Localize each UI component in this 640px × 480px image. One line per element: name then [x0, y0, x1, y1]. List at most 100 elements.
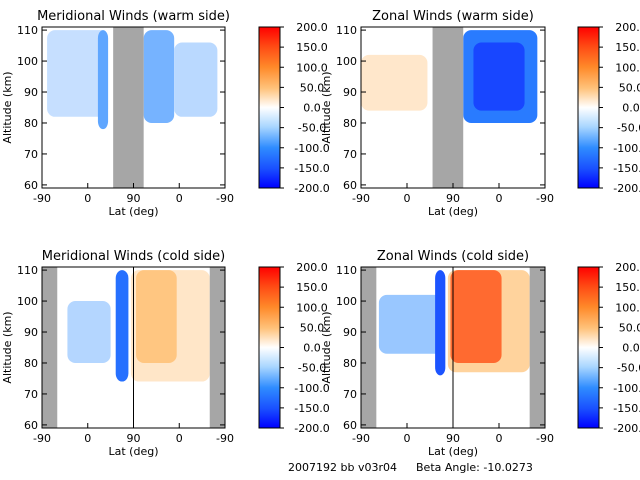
contour-region [361, 54, 428, 111]
x-tick-label: -90 [352, 192, 370, 205]
colorbar-tick-label: 150.0 [615, 281, 640, 294]
plot-title: Meridional Winds (cold side) [42, 249, 225, 264]
y-tick-label: 90 [343, 326, 357, 339]
y-tick-label: 60 [24, 419, 38, 432]
x-tick-label: 0 [404, 432, 411, 445]
colorbar-tick-label: 50.0 [300, 81, 325, 94]
y-tick-label: 90 [343, 86, 357, 99]
panel-2: Zonal Winds (warm side) 60 70 80 90 100 110 -90… [320, 9, 640, 218]
y-tick-label: 110 [17, 24, 38, 37]
colorbar-tick-label: -50.0 [617, 122, 640, 135]
colorbar-tick-label: -100.0 [613, 382, 640, 395]
colorbar-tick-label: 100.0 [296, 301, 328, 314]
y-tick-label: 110 [17, 264, 38, 277]
colorbar-tick-label: -200.0 [294, 182, 329, 195]
plot-title: Zonal Winds (cold side) [377, 249, 529, 264]
y-tick-label: 80 [24, 357, 38, 370]
y-axis-label: Altitude (km) [1, 71, 14, 143]
x-tick-label: 0 [176, 192, 183, 205]
contour-region [67, 301, 111, 363]
x-tick-label: 0 [84, 432, 91, 445]
x-tick-label: -90 [352, 432, 370, 445]
x-tick-label: -90 [536, 192, 554, 205]
colorbar-tick-label: 50.0 [619, 81, 640, 94]
y-tick-label: 90 [24, 326, 38, 339]
x-tick-label: 0 [404, 192, 411, 205]
x-tick-label: 0 [496, 192, 503, 205]
colorbar-tick-label: 100.0 [615, 301, 640, 314]
colorbar [577, 266, 600, 429]
y-tick-label: 70 [343, 148, 357, 161]
x-tick-label: -90 [536, 432, 554, 445]
x-tick-label: 0 [496, 432, 503, 445]
x-tick-label: 90 [127, 432, 141, 445]
y-tick-label: 60 [343, 419, 357, 432]
colorbar-tick-label: -200.0 [613, 182, 640, 195]
no-data-band [361, 267, 377, 428]
y-tick-label: 70 [343, 388, 357, 401]
y-tick-label: 100 [17, 55, 38, 68]
panel-1: Meridional Winds (warm side) 60 70 80 90 100 1… [1, 9, 330, 218]
no-data-band [529, 267, 545, 428]
colorbar-tick-label: -150.0 [294, 402, 329, 415]
colorbar-tick-label: -200.0 [613, 422, 640, 435]
y-tick-label: 70 [24, 388, 38, 401]
colorbar-tick-label: -50.0 [298, 122, 326, 135]
contour-region [450, 270, 502, 363]
plot-title: Zonal Winds (warm side) [372, 9, 534, 24]
colorbar [577, 26, 600, 189]
run-info: 2007192 bb v03r04 [288, 461, 397, 474]
colorbar-tick-label: 200.0 [615, 21, 640, 34]
panel-3: Meridional Winds (cold side) 60 70 80 90 100 1… [1, 249, 330, 458]
x-tick-label: 0 [176, 432, 183, 445]
y-tick-label: 100 [336, 295, 357, 308]
colorbar-tick-label: 0.0 [303, 102, 321, 115]
x-tick-label: -90 [216, 432, 234, 445]
contour-region [47, 30, 109, 117]
x-tick-label: 0 [84, 192, 91, 205]
x-tick-label: 90 [446, 432, 460, 445]
x-tick-label: -90 [216, 192, 234, 205]
wind-field [47, 30, 218, 130]
wind-field [361, 30, 538, 123]
no-data-band [209, 267, 225, 428]
contour-region [473, 42, 525, 111]
colorbar-tick-label: -100.0 [294, 142, 329, 155]
colorbar-tick-label: 50.0 [300, 321, 325, 334]
colorbar-tick-label: 100.0 [296, 61, 328, 74]
y-tick-label: 110 [336, 24, 357, 37]
colorbar-tick-label: 150.0 [296, 281, 328, 294]
y-tick-label: 90 [24, 86, 38, 99]
contour-region [136, 270, 177, 363]
x-axis-label: Lat (deg) [428, 205, 478, 218]
panel-4: Zonal Winds (cold side) 60 70 80 90 100 110 -90… [320, 249, 640, 458]
x-axis-label: Lat (deg) [428, 445, 478, 458]
y-tick-label: 100 [17, 295, 38, 308]
colorbar-tick-label: -150.0 [613, 162, 640, 175]
contour-region [174, 42, 218, 117]
colorbar-tick-label: 150.0 [615, 41, 640, 54]
y-tick-label: 60 [343, 179, 357, 192]
colorbar-tick-label: 50.0 [619, 321, 640, 334]
colorbar-tick-label: 150.0 [296, 41, 328, 54]
contour-region [378, 294, 443, 354]
colorbar-tick-label: 0.0 [622, 102, 640, 115]
colorbar-tick-label: 200.0 [296, 21, 328, 34]
y-tick-label: 70 [24, 148, 38, 161]
colorbar-tick-label: -100.0 [613, 142, 640, 155]
contour-region [115, 270, 129, 382]
y-tick-label: 110 [336, 264, 357, 277]
colorbar-tick-label: -200.0 [294, 422, 329, 435]
wind-field [378, 270, 530, 376]
colorbar-tick-label: 200.0 [615, 261, 640, 274]
beta-angle-label: Beta Angle: -10.0273 [416, 461, 533, 474]
colorbar [258, 26, 281, 189]
no-data-band [432, 27, 464, 188]
wind-field [67, 270, 210, 382]
contour-region [143, 30, 175, 123]
y-axis-label: Altitude (km) [1, 311, 14, 383]
y-tick-label: 100 [336, 55, 357, 68]
colorbar-tick-label: 0.0 [303, 342, 321, 355]
colorbar-tick-label: -100.0 [294, 382, 329, 395]
